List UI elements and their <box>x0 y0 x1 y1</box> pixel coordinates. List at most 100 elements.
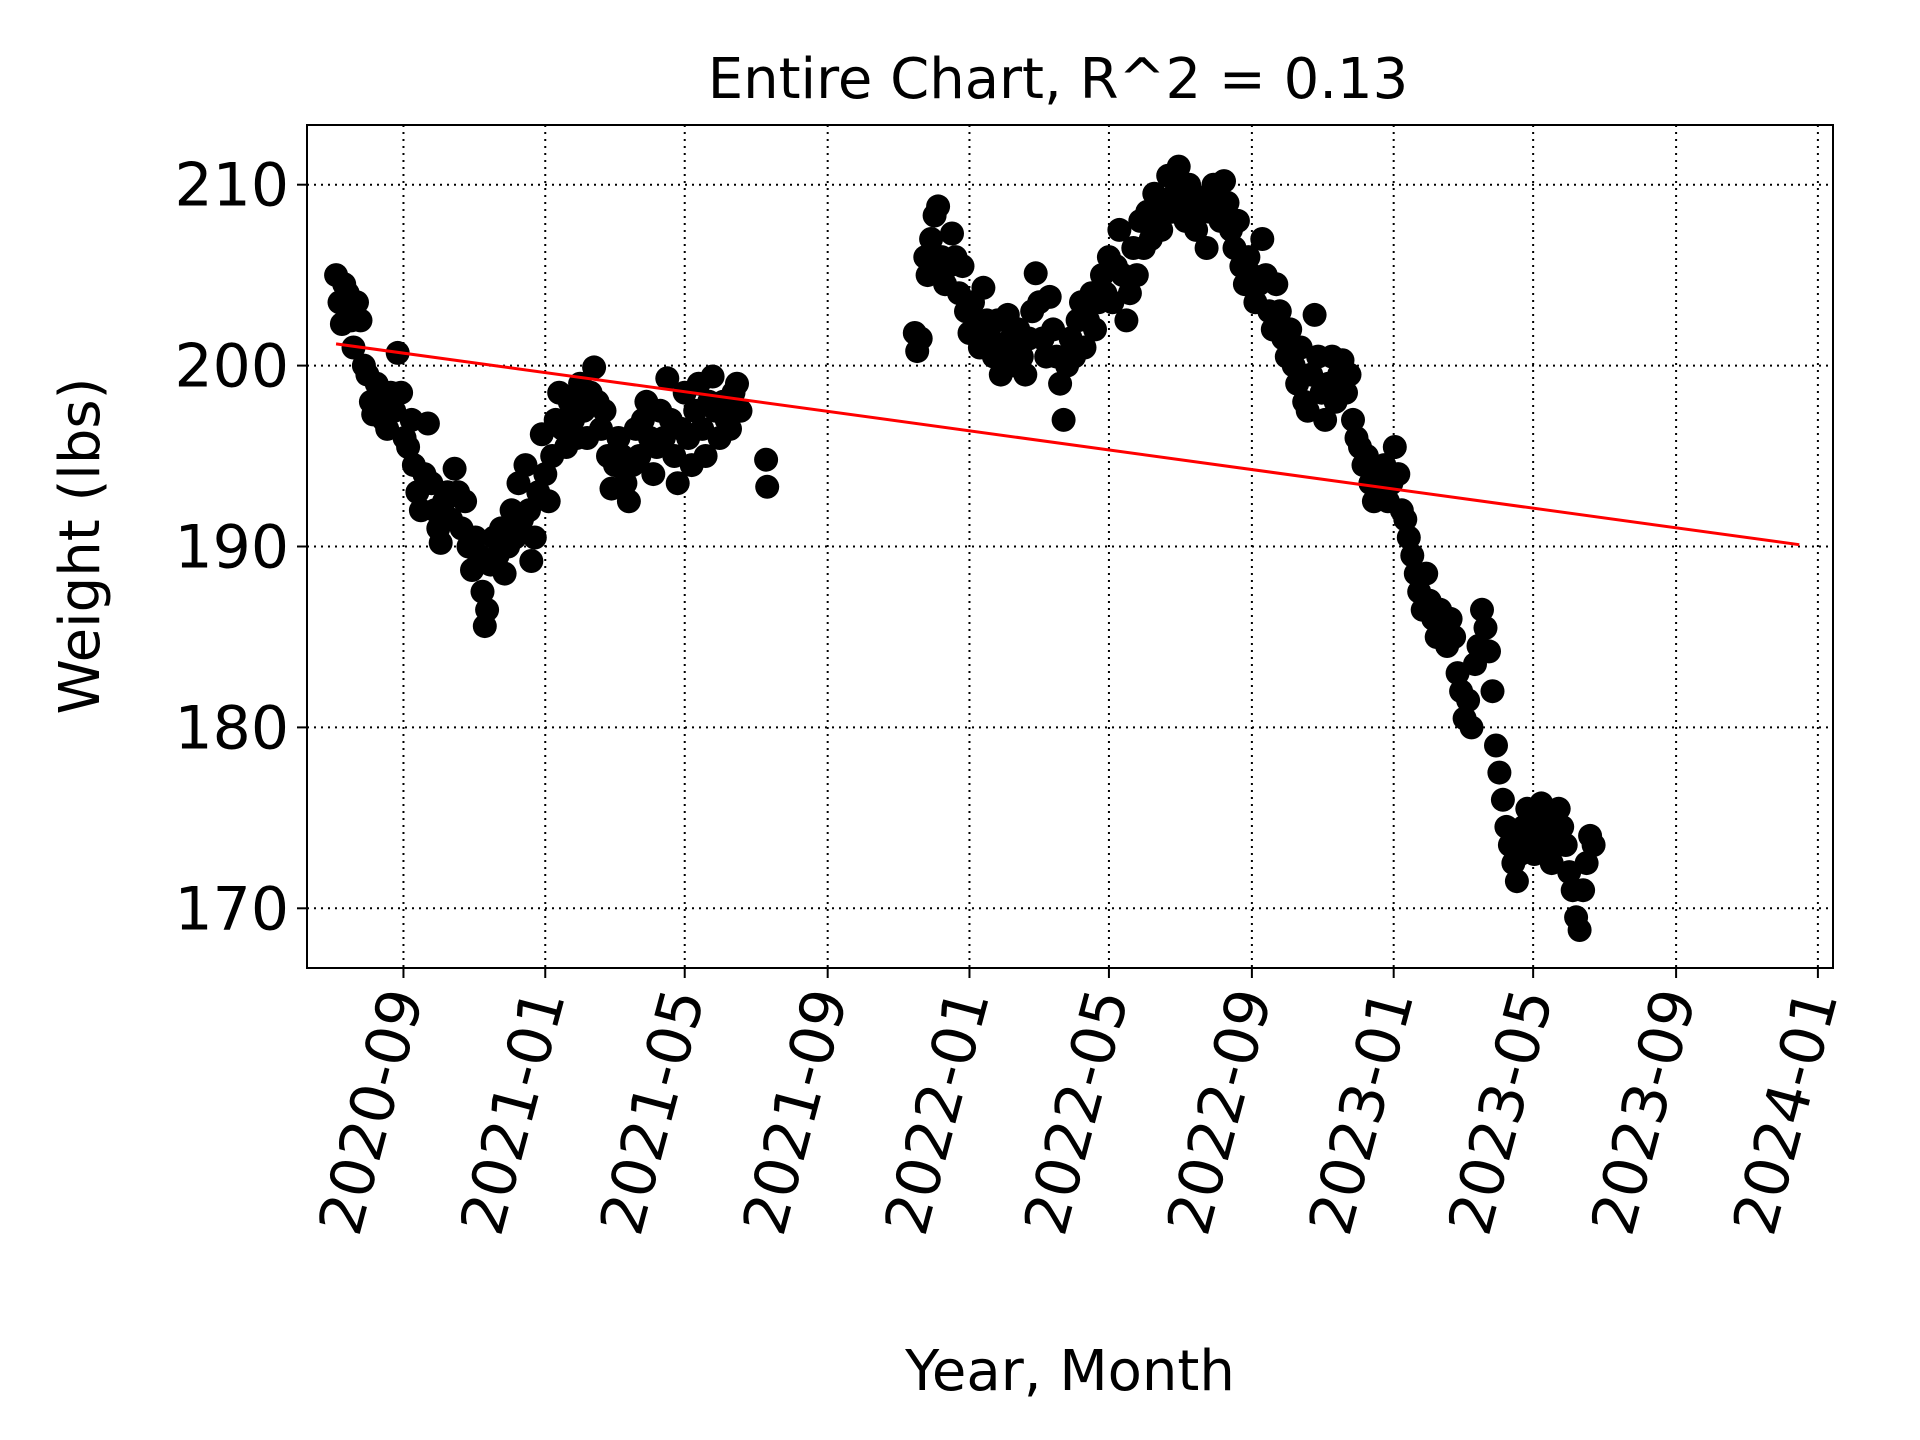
data-point <box>1470 597 1494 622</box>
data-point <box>754 447 779 472</box>
data-point <box>728 398 753 423</box>
data-point <box>1194 236 1219 260</box>
data-point <box>641 462 666 487</box>
data-point <box>517 498 541 523</box>
data-point <box>506 471 531 496</box>
data-point <box>1574 851 1599 876</box>
y-tick-label: 200 <box>174 332 289 402</box>
data-point <box>1487 760 1512 785</box>
data-point <box>725 371 749 396</box>
data-point <box>1264 272 1289 297</box>
data-point <box>613 471 638 496</box>
data-point <box>1013 362 1038 387</box>
data-point <box>1494 814 1519 839</box>
y-tick-label: 180 <box>174 693 289 763</box>
data-point <box>1278 317 1303 342</box>
data-point <box>1386 462 1411 487</box>
trend-line <box>335 342 1800 547</box>
data-point <box>693 444 718 468</box>
data-point <box>665 471 690 496</box>
data-point <box>950 254 975 279</box>
data-point <box>1337 362 1362 387</box>
data-point <box>428 530 453 555</box>
data-point <box>1456 688 1481 713</box>
data-point <box>475 597 500 622</box>
data-point <box>1184 217 1209 242</box>
data-point <box>519 549 544 573</box>
data-point <box>1212 169 1236 194</box>
data-point <box>1166 154 1191 179</box>
data-point <box>1477 639 1501 664</box>
data-point <box>453 489 478 514</box>
data-point <box>1341 407 1365 432</box>
y-axis: 170 180 190 200 210 <box>174 151 307 944</box>
data-point <box>1037 284 1062 309</box>
y-tick-label: 190 <box>174 513 289 583</box>
data-point <box>1250 227 1275 251</box>
data-point <box>492 561 517 586</box>
data-point <box>1313 407 1338 432</box>
data-point <box>1107 217 1132 242</box>
data-point <box>1504 869 1529 894</box>
data-point <box>1149 217 1174 242</box>
data-point <box>1051 407 1076 432</box>
data-point <box>1124 263 1149 288</box>
data-point <box>1393 507 1418 532</box>
data-point <box>1072 335 1097 360</box>
data-point <box>1023 261 1048 286</box>
data-point <box>536 489 561 514</box>
data-point <box>700 364 725 389</box>
data-point <box>1114 308 1139 333</box>
data-point <box>1302 302 1327 327</box>
data-point <box>616 489 641 514</box>
data-point <box>522 525 547 550</box>
data-point <box>503 525 527 550</box>
data-point <box>971 275 996 300</box>
data-point <box>415 411 440 436</box>
x-axis-label: Year, Month <box>904 1339 1235 1404</box>
data-point <box>1459 715 1484 740</box>
data-point <box>1117 281 1142 306</box>
data-point <box>1490 787 1515 812</box>
data-point <box>1473 615 1498 640</box>
data-point <box>655 366 680 391</box>
data-point <box>1414 561 1439 586</box>
chart-title: Entire Chart, R^2 = 0.13 <box>708 47 1409 112</box>
data-point <box>1484 733 1508 758</box>
data-point <box>1567 918 1592 942</box>
data-point <box>718 416 742 441</box>
data-point <box>1236 245 1261 270</box>
data-point <box>1442 625 1467 649</box>
y-axis-label: Weight (lbs) <box>48 378 113 715</box>
data-point <box>1048 371 1073 396</box>
data-point <box>470 579 495 604</box>
data-point <box>513 453 538 478</box>
data-point <box>389 380 414 405</box>
data-point <box>1438 606 1463 631</box>
data-point <box>1581 833 1606 857</box>
data-point <box>1267 299 1292 324</box>
data-point <box>908 326 933 351</box>
data-point <box>1553 833 1578 857</box>
data-point <box>1546 796 1571 821</box>
data-point <box>1382 435 1407 459</box>
data-point <box>463 525 488 550</box>
data-point <box>1215 190 1240 215</box>
data-point <box>533 462 558 487</box>
data-point <box>1396 525 1421 550</box>
data-point <box>1225 208 1250 233</box>
data-point <box>1083 317 1107 342</box>
data-point <box>1400 543 1425 568</box>
data-point <box>1571 878 1596 903</box>
data-point <box>582 355 607 380</box>
data-point <box>1480 679 1505 704</box>
data-point <box>919 227 944 251</box>
data-point <box>592 398 617 423</box>
data-point <box>940 221 964 246</box>
data-point <box>345 290 369 315</box>
data-points <box>324 154 1606 942</box>
data-point <box>1334 380 1358 405</box>
data-point <box>442 456 467 481</box>
y-tick-label: 210 <box>174 151 289 221</box>
